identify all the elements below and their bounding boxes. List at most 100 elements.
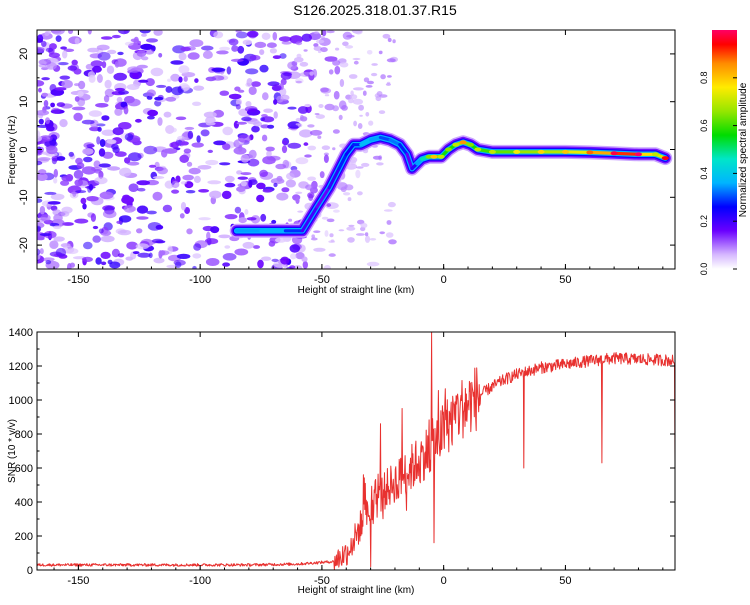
noise-blob xyxy=(310,237,318,241)
noise-blob xyxy=(37,34,44,43)
noise-blob xyxy=(248,149,257,159)
noise-blob xyxy=(188,167,201,175)
noise-blob xyxy=(69,262,75,268)
noise-blob xyxy=(323,152,329,156)
y-tick-label: 800 xyxy=(15,429,33,441)
ridge-hotspot xyxy=(425,154,433,159)
noise-blob xyxy=(256,194,265,203)
noise-blob xyxy=(341,105,348,111)
noise-blob xyxy=(299,61,309,67)
y-tick-label: 20 xyxy=(18,48,30,60)
noise-blob xyxy=(221,190,232,200)
noise-blob xyxy=(289,244,301,253)
noise-blob xyxy=(46,145,58,155)
noise-blob xyxy=(362,90,367,96)
noise-blob xyxy=(291,60,298,67)
noise-blob xyxy=(371,63,378,66)
noise-blob xyxy=(352,57,361,61)
noise-blob xyxy=(46,125,55,132)
noise-blob xyxy=(150,67,164,77)
noise-blob xyxy=(388,239,397,245)
noise-blob xyxy=(59,75,71,80)
noise-blob xyxy=(343,192,351,196)
noise-blob xyxy=(127,98,141,107)
noise-blob xyxy=(165,86,173,93)
colorbar-tick-label: 0.4 xyxy=(699,167,709,180)
noise-blob xyxy=(114,107,123,116)
noise-blob xyxy=(45,117,50,125)
noise-blob xyxy=(320,47,328,53)
ridge-hotspot xyxy=(474,147,482,152)
noise-blob xyxy=(326,218,335,223)
noise-blob xyxy=(95,103,109,108)
noise-blob xyxy=(95,257,102,265)
noise-blob xyxy=(119,167,132,177)
y-tick-label: 10 xyxy=(18,96,30,108)
ridge-hotspot xyxy=(661,156,669,161)
noise-blob xyxy=(61,206,73,214)
noise-blob xyxy=(358,104,364,111)
noise-blob xyxy=(273,111,278,119)
noise-blob xyxy=(364,235,371,243)
noise-blob xyxy=(71,59,78,66)
noise-blob xyxy=(81,256,93,262)
noise-blob xyxy=(275,163,287,170)
colorbar-tick-label: 0.8 xyxy=(699,72,709,85)
noise-blob xyxy=(120,101,128,108)
noise-blob xyxy=(245,101,252,108)
noise-blob xyxy=(136,216,149,220)
noise-blob xyxy=(136,180,150,186)
noise-blob xyxy=(68,151,75,157)
noise-blob xyxy=(109,261,121,269)
ridge-core-segment xyxy=(337,152,348,171)
noise-blob xyxy=(363,77,370,83)
noise-blob xyxy=(136,50,147,57)
noise-blob xyxy=(352,87,364,91)
noise-blob xyxy=(359,114,363,117)
ridge-hotspot xyxy=(459,140,467,145)
noise-blob xyxy=(235,104,241,110)
noise-blob xyxy=(78,80,86,90)
noise-blob xyxy=(387,201,396,208)
noise-blob xyxy=(123,106,129,115)
noise-blob xyxy=(271,219,277,224)
ridge-hotspot xyxy=(635,152,642,157)
noise-blob xyxy=(182,174,194,181)
noise-blob xyxy=(216,50,229,55)
y-tick-label: 1000 xyxy=(9,395,33,407)
noise-blob xyxy=(332,60,341,66)
noise-blob xyxy=(193,85,205,91)
noise-blob xyxy=(313,31,320,35)
noise-blob xyxy=(311,234,316,239)
noise-blob xyxy=(67,65,78,71)
noise-blob xyxy=(233,120,239,129)
noise-blob xyxy=(281,41,292,45)
noise-blob xyxy=(295,191,303,194)
noise-blob xyxy=(92,235,101,243)
noise-blob xyxy=(127,161,140,166)
noise-blob xyxy=(38,169,47,175)
snr-series-line xyxy=(37,332,675,570)
noise-blob xyxy=(192,265,197,269)
noise-blob xyxy=(218,234,231,239)
noise-blob xyxy=(334,65,341,75)
noise-blob xyxy=(222,126,233,136)
noise-blob xyxy=(96,74,103,83)
noise-blob xyxy=(340,186,347,193)
noise-blob xyxy=(176,253,191,259)
snr-x-axis-label: Height of straight line (km) xyxy=(298,585,415,596)
noise-blob xyxy=(101,115,110,121)
noise-blob xyxy=(260,213,267,222)
ridge-hotspot xyxy=(452,142,460,147)
noise-blob xyxy=(333,90,340,100)
noise-blob xyxy=(257,259,264,269)
noise-blob xyxy=(68,30,73,34)
noise-blob xyxy=(287,142,302,149)
noise-blob xyxy=(222,262,231,267)
noise-blob xyxy=(382,33,391,39)
noise-blob xyxy=(193,175,201,183)
noise-blob xyxy=(262,189,273,193)
y-tick-label: 1200 xyxy=(9,361,33,373)
snr-panel: -150 -100 -50 0 50 0 200 400 600 800 1000 1200 1400… xyxy=(7,327,676,596)
